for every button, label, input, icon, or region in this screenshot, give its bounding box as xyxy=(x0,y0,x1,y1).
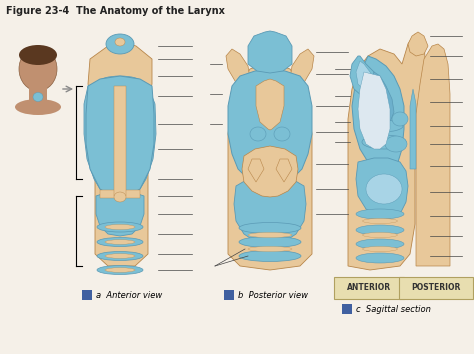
Ellipse shape xyxy=(362,135,406,149)
Ellipse shape xyxy=(356,239,404,249)
Ellipse shape xyxy=(356,253,404,263)
Bar xyxy=(100,190,140,198)
Ellipse shape xyxy=(115,38,125,46)
Text: a  Anterior view: a Anterior view xyxy=(96,291,162,299)
Polygon shape xyxy=(358,72,390,149)
Ellipse shape xyxy=(248,233,292,238)
Ellipse shape xyxy=(97,251,143,261)
Polygon shape xyxy=(226,49,250,86)
Ellipse shape xyxy=(97,238,143,246)
Polygon shape xyxy=(416,44,450,266)
Ellipse shape xyxy=(105,254,135,258)
Polygon shape xyxy=(228,69,312,186)
Polygon shape xyxy=(356,158,408,218)
Text: Figure 23-4  The Anatomy of the Larynx: Figure 23-4 The Anatomy of the Larynx xyxy=(6,6,225,16)
Polygon shape xyxy=(248,31,292,73)
Ellipse shape xyxy=(15,99,61,115)
Polygon shape xyxy=(88,42,152,106)
Polygon shape xyxy=(128,84,156,194)
Polygon shape xyxy=(356,61,374,90)
Ellipse shape xyxy=(239,223,301,234)
Bar xyxy=(29,85,47,103)
Ellipse shape xyxy=(19,47,57,91)
Polygon shape xyxy=(248,159,264,182)
Polygon shape xyxy=(408,32,428,56)
FancyBboxPatch shape xyxy=(399,277,473,299)
Ellipse shape xyxy=(97,266,143,274)
Polygon shape xyxy=(352,56,404,171)
Ellipse shape xyxy=(97,222,143,232)
Ellipse shape xyxy=(33,92,43,102)
Text: ANTERIOR: ANTERIOR xyxy=(347,284,391,292)
Ellipse shape xyxy=(248,246,292,251)
Ellipse shape xyxy=(99,76,141,88)
Ellipse shape xyxy=(105,240,135,244)
Ellipse shape xyxy=(19,45,57,65)
Bar xyxy=(224,290,234,300)
Polygon shape xyxy=(348,34,425,270)
FancyBboxPatch shape xyxy=(334,277,404,299)
Text: c  Sagittal section: c Sagittal section xyxy=(356,304,431,314)
Polygon shape xyxy=(350,56,378,98)
Ellipse shape xyxy=(385,136,407,152)
Polygon shape xyxy=(234,176,306,246)
Ellipse shape xyxy=(239,236,301,247)
Text: POSTERIOR: POSTERIOR xyxy=(411,284,461,292)
Bar xyxy=(82,290,92,300)
Polygon shape xyxy=(84,84,112,194)
Polygon shape xyxy=(368,72,394,126)
Ellipse shape xyxy=(363,218,398,223)
Ellipse shape xyxy=(239,251,301,262)
Ellipse shape xyxy=(250,127,266,141)
Ellipse shape xyxy=(363,246,398,251)
Ellipse shape xyxy=(105,224,135,229)
Ellipse shape xyxy=(274,127,290,141)
Bar xyxy=(114,86,126,196)
Polygon shape xyxy=(276,159,292,182)
Ellipse shape xyxy=(114,192,126,202)
Text: b  Posterior view: b Posterior view xyxy=(238,291,308,299)
Bar xyxy=(342,304,352,314)
Polygon shape xyxy=(256,79,284,130)
Ellipse shape xyxy=(106,34,134,54)
Polygon shape xyxy=(228,62,312,270)
Ellipse shape xyxy=(356,225,404,235)
Ellipse shape xyxy=(366,174,402,204)
Polygon shape xyxy=(95,84,148,266)
Ellipse shape xyxy=(363,233,398,238)
Ellipse shape xyxy=(392,112,408,126)
Ellipse shape xyxy=(361,120,403,132)
Ellipse shape xyxy=(356,209,404,219)
Polygon shape xyxy=(242,146,298,197)
Polygon shape xyxy=(410,89,416,169)
Ellipse shape xyxy=(105,268,135,272)
Polygon shape xyxy=(96,191,144,236)
Polygon shape xyxy=(290,49,314,86)
Polygon shape xyxy=(86,76,154,198)
